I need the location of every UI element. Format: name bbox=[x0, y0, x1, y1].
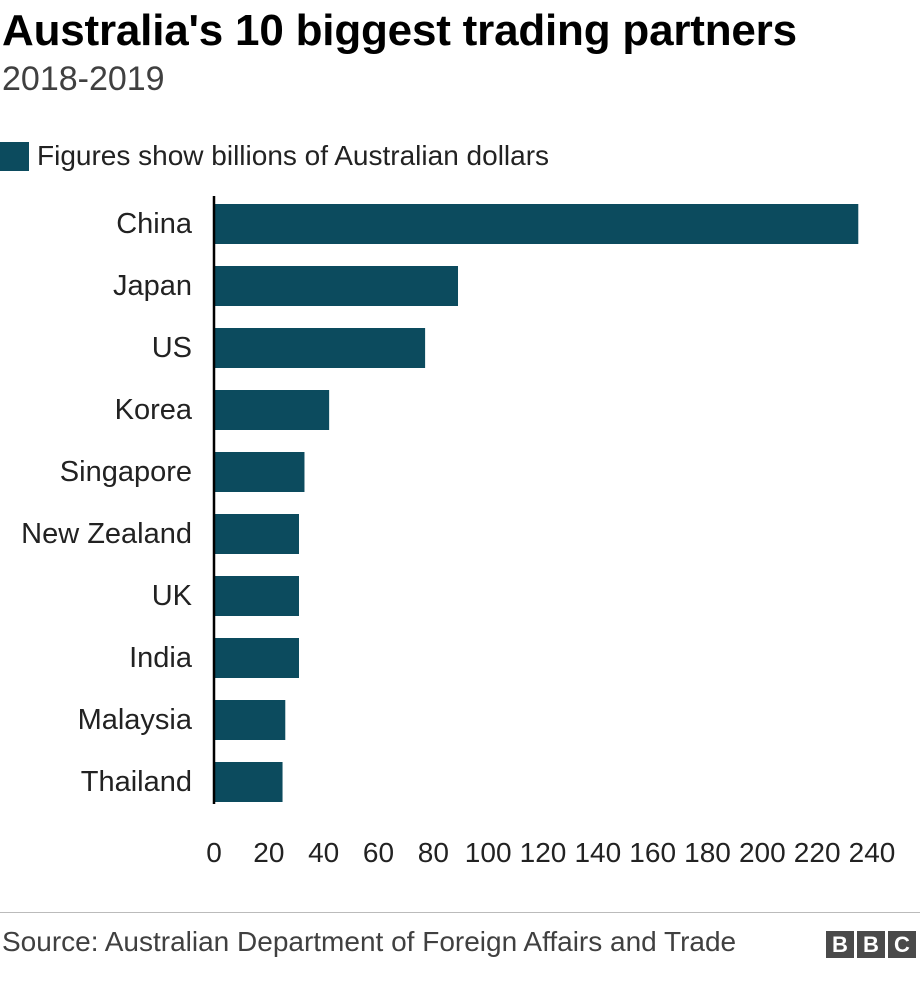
x-tick-label: 60 bbox=[363, 837, 394, 868]
footer-divider bbox=[0, 912, 920, 913]
x-tick-labels: 0 20 40 60 80 100 120 140 160 180 200 220 240 bbox=[206, 837, 895, 868]
category-label: India bbox=[129, 642, 193, 674]
category-label: Malaysia bbox=[78, 704, 193, 736]
category-label: Korea bbox=[115, 394, 193, 426]
x-tick-label: 40 bbox=[308, 837, 339, 868]
x-tick-label: 120 bbox=[520, 837, 567, 868]
x-tick-label: 80 bbox=[418, 837, 449, 868]
bar-china bbox=[214, 204, 859, 244]
bar-singapore bbox=[214, 452, 305, 492]
bar-uk bbox=[214, 576, 299, 616]
bar-us bbox=[214, 328, 426, 368]
category-label: UK bbox=[152, 580, 193, 612]
x-tick-label: 100 bbox=[465, 837, 512, 868]
chart-subtitle: 2018-2019 bbox=[2, 60, 165, 98]
bar-india bbox=[214, 638, 299, 678]
x-tick-label: 20 bbox=[253, 837, 284, 868]
legend-label: Figures show billions of Australian doll… bbox=[37, 140, 550, 171]
bar-japan bbox=[214, 266, 459, 306]
bar-new-zealand bbox=[214, 514, 299, 554]
chart-title: Australia's 10 biggest trading partners bbox=[2, 6, 797, 55]
bars-group bbox=[214, 204, 859, 802]
category-label: New Zealand bbox=[21, 518, 192, 550]
x-tick-label: 180 bbox=[684, 837, 731, 868]
bbc-logo: B B C bbox=[826, 931, 916, 958]
category-label: Singapore bbox=[60, 456, 192, 488]
source-note: Source: Australian Department of Foreign… bbox=[2, 926, 737, 957]
bbc-logo-letter: B bbox=[826, 931, 854, 958]
bbc-logo-letter: B bbox=[857, 931, 885, 958]
category-labels: China Japan US Korea Singapore New Zealand UK I… bbox=[21, 208, 193, 798]
x-tick-label: 240 bbox=[849, 837, 896, 868]
bar-korea bbox=[214, 390, 330, 430]
category-label: China bbox=[116, 208, 193, 240]
bar-malaysia bbox=[214, 700, 286, 740]
x-tick-label: 200 bbox=[739, 837, 786, 868]
category-label: US bbox=[152, 332, 192, 364]
x-tick-label: 0 bbox=[206, 837, 222, 868]
bar-chart: China Japan US Korea Singapore New Zealand UK I… bbox=[21, 196, 895, 868]
x-tick-label: 220 bbox=[794, 837, 841, 868]
legend-swatch bbox=[0, 141, 29, 171]
bbc-logo-letter: C bbox=[888, 931, 916, 958]
bar-thailand bbox=[214, 762, 283, 802]
legend: Figures show billions of Australian doll… bbox=[0, 139, 549, 173]
category-label: Japan bbox=[113, 270, 192, 302]
x-tick-label: 160 bbox=[629, 837, 676, 868]
x-tick-label: 140 bbox=[574, 837, 621, 868]
category-label: Thailand bbox=[81, 766, 192, 798]
